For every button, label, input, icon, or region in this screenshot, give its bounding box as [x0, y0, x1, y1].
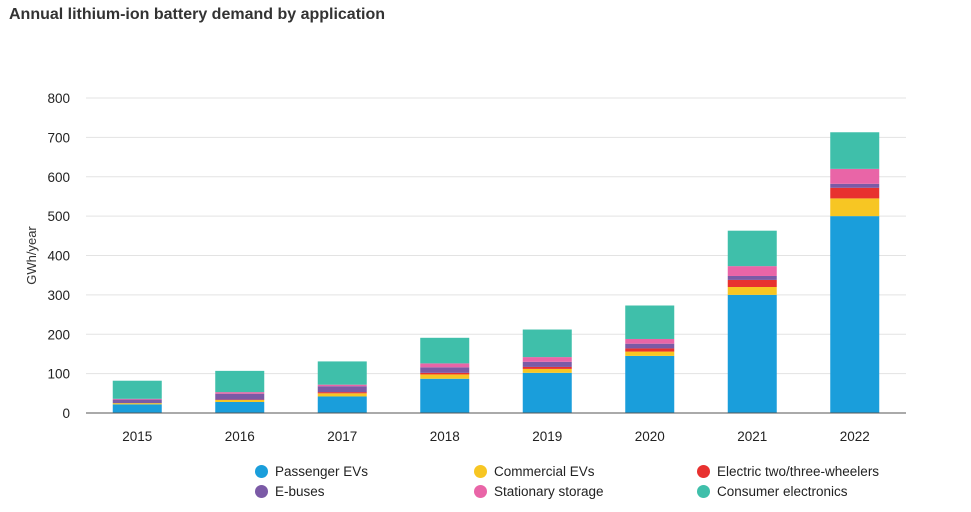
legend-swatch-icon: [255, 465, 268, 478]
bar-segment: [830, 183, 880, 188]
bars: [112, 132, 880, 413]
bar-segment: [215, 400, 265, 402]
legend-label: Commercial EVs: [494, 464, 595, 479]
x-tick-label: 2015: [122, 429, 152, 444]
bar-segment: [625, 343, 675, 349]
bar-segment: [830, 187, 880, 199]
x-tick-label: 2021: [737, 429, 767, 444]
x-tick-label: 2019: [532, 429, 562, 444]
gridlines: [86, 97, 906, 375]
bar-segment: [112, 404, 162, 413]
bar-stack-2021: [727, 230, 777, 413]
y-tick-label: 100: [47, 367, 70, 382]
legend-swatch-icon: [474, 485, 487, 498]
bar-segment: [522, 366, 572, 369]
legend-label: Consumer electronics: [717, 484, 848, 499]
bar-segment: [727, 287, 777, 295]
legend-label: Passenger EVs: [275, 464, 369, 479]
bar-segment: [215, 401, 265, 413]
y-tick-label: 600: [47, 170, 70, 185]
bar-segment: [317, 392, 367, 394]
bar-segment: [625, 338, 675, 344]
y-axis-label: GWh/year: [24, 226, 39, 285]
bar-stack-2019: [522, 329, 572, 413]
legend-item[interactable]: Electric two/three-wheelers: [697, 464, 879, 479]
x-tick-label: 2016: [225, 429, 255, 444]
bar-segment: [317, 393, 367, 397]
legend-item[interactable]: Consumer electronics: [697, 484, 848, 499]
bar-segment: [830, 216, 880, 413]
x-axis-ticks: 2015 2016 2017 2018 2019 2020 2021 2022: [122, 429, 870, 444]
bar-stack-2020: [625, 305, 675, 413]
bar-segment: [522, 329, 572, 358]
legend-item[interactable]: Commercial EVs: [474, 464, 595, 479]
legend-swatch-icon: [255, 485, 268, 498]
bar-segment: [420, 367, 470, 373]
bar-segment: [420, 372, 470, 375]
bar-segment: [420, 363, 470, 368]
legend-label: Electric two/three-wheelers: [717, 464, 880, 479]
y-axis-ticks: 0 100 200 300 400 500 600 700 800: [47, 91, 70, 421]
legend-label: E-buses: [275, 484, 325, 499]
bar-segment: [727, 294, 777, 413]
legend-swatch-icon: [474, 465, 487, 478]
x-tick-label: 2022: [840, 429, 870, 444]
bar-segment: [522, 357, 572, 362]
bar-segment: [215, 370, 265, 393]
y-tick-label: 800: [47, 91, 70, 106]
bar-segment: [522, 372, 572, 413]
bar-segment: [317, 386, 367, 393]
legend-label: Stationary storage: [494, 484, 604, 499]
chart-title: Annual lithium-ion battery demand by app…: [9, 6, 386, 23]
bar-segment: [112, 399, 162, 404]
bar-segment: [112, 398, 162, 400]
x-tick-label: 2018: [430, 429, 460, 444]
x-tick-label: 2017: [327, 429, 357, 444]
bar-stack-2017: [317, 361, 367, 413]
bar-stack-2022: [830, 132, 880, 413]
bar-segment: [215, 392, 265, 394]
bar-segment: [112, 403, 162, 405]
legend-item[interactable]: Passenger EVs: [255, 464, 368, 479]
y-tick-label: 300: [47, 288, 70, 303]
bar-segment: [522, 361, 572, 367]
y-tick-label: 0: [62, 406, 70, 421]
bar-segment: [727, 266, 777, 276]
bar-segment: [830, 198, 880, 217]
bar-segment: [625, 348, 675, 352]
bar-stack-2018: [420, 337, 470, 413]
bar-stack-2016: [215, 370, 265, 413]
legend-item[interactable]: E-buses: [255, 484, 325, 499]
bar-segment: [830, 168, 880, 184]
legend-swatch-icon: [697, 465, 710, 478]
legend-swatch-icon: [697, 485, 710, 498]
bar-segment: [625, 355, 675, 413]
bar-segment: [317, 361, 367, 385]
bar-segment: [420, 337, 470, 364]
bar-segment: [830, 132, 880, 169]
bar-segment: [625, 351, 675, 356]
bar-segment: [727, 230, 777, 267]
bar-segment: [420, 374, 470, 379]
bar-segment: [727, 279, 777, 287]
bar-segment: [522, 368, 572, 373]
bar-segment: [420, 378, 470, 413]
y-tick-label: 500: [47, 209, 70, 224]
bar-segment: [317, 396, 367, 413]
y-tick-label: 200: [47, 327, 70, 342]
bar-stack-2015: [112, 380, 162, 413]
y-tick-label: 700: [47, 130, 70, 145]
legend-item[interactable]: Stationary storage: [474, 484, 604, 499]
x-tick-label: 2020: [635, 429, 665, 444]
bar-segment: [625, 305, 675, 339]
y-tick-label: 400: [47, 249, 70, 264]
bar-segment: [215, 393, 265, 400]
bar-segment: [317, 384, 367, 387]
bar-segment: [727, 275, 777, 280]
bar-segment: [112, 380, 162, 399]
